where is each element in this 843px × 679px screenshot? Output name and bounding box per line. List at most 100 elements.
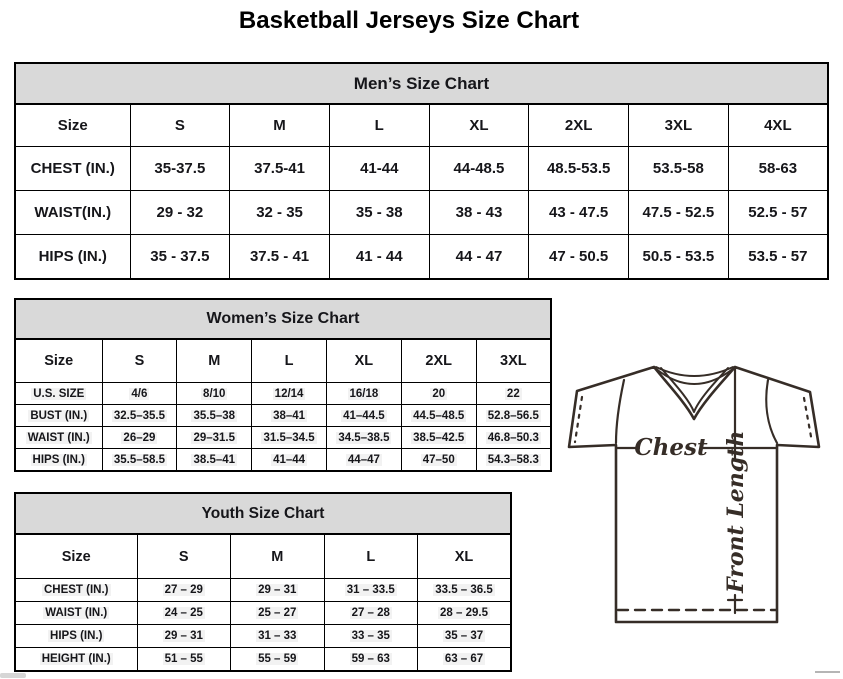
size-cell: 48.5-53.5 [528,146,630,191]
size-cell: 53.5 - 57 [727,234,829,280]
jersey-diagram-svg: Chest Front Length [567,365,821,624]
size-cell: 59 – 63 [323,647,418,672]
table-row: WAIST (IN.) 26–29 29–31.5 31.5–34.5 34.5–38.… [14,426,552,449]
cell-text: HIPS (IN.) [30,453,87,466]
size-cell: 37.5-41 [229,146,330,191]
column-header-1: S [129,103,231,147]
table-row: HEIGHT (IN.) 51 – 55 55 – 59 59 – 63 63 – 67 [14,647,512,672]
size-cell: 58-63 [727,146,829,191]
cell-text: 29 – 31 [162,630,205,642]
left-armhole-seam [614,378,626,445]
row-label: WAIST (IN.) [14,601,138,625]
cell-text: 29–31.5 [191,431,238,444]
chest-label: Chest [634,434,708,461]
jersey-measurement-diagram: Chest Front Length [555,355,843,635]
cell-text: CHEST (IN.) [41,584,111,596]
column-header-0: Size [14,338,103,383]
cell-text: 59 – 63 [349,653,392,665]
column-header-3: L [328,103,430,147]
table-title-row: Youth Size Chart [14,492,512,535]
right-armhole-seam [765,378,779,445]
cell-text: 44.5–48.5 [411,409,467,422]
row-label: HIPS (IN.) [14,234,131,280]
cell-text: 27 – 29 [162,584,205,596]
row-label: CHEST (IN.) [14,146,131,191]
cell-text: 51 – 55 [162,653,205,665]
left-cuff-stitch-line [573,395,584,444]
front-length-label: Front Length [723,431,749,594]
size-cell: 35 – 37 [417,624,512,648]
size-cell: 27 – 29 [136,578,231,602]
column-header-0: Size [14,103,131,147]
cell-text: 31 – 33.5 [344,584,397,596]
cell-text: HIPS (IN.) [48,630,105,642]
size-cell: 32 - 35 [229,190,330,235]
column-header-6: 3XL [628,103,729,147]
size-cell: 20 [400,382,477,405]
size-cell: 28 – 29.5 [417,601,512,625]
row-label: HIPS (IN.) [14,448,103,472]
cell-text: 25 – 27 [256,607,299,619]
column-header-3: L [323,533,418,579]
size-cell: 35 - 38 [328,190,430,235]
size-cell: 47.5 - 52.5 [628,190,729,235]
cell-text: 54.3–58.3 [485,453,541,466]
row-label: HIPS (IN.) [14,624,138,648]
table-row: CHEST (IN.) 27 – 29 29 – 31 31 – 33.5 33.5 –… [14,578,512,602]
bottom-left-scrollbar-fragment [0,673,26,678]
size-cell: 4/6 [101,382,178,405]
mens-size-table: Men’s Size Chart Size S M L XL 2XL 3XL 4XL CHEST … [14,62,829,280]
cell-text: 52.8–56.5 [485,409,541,422]
size-header-row: Size S M L XL [14,533,512,579]
size-cell: 38.5–41 [176,448,253,472]
size-cell: 25 – 27 [230,601,325,625]
cell-text: U.S. SIZE [31,387,87,400]
size-cell: 41 - 44 [328,234,430,280]
cell-text: 44–47 [345,453,382,466]
cell-text: 63 – 67 [442,653,486,665]
collar-back-arc-2 [654,367,735,385]
size-cell: 50.5 - 53.5 [628,234,729,280]
table-row: HIPS (IN.) 35.5–58.5 38.5–41 41–44 44–47 47–5… [14,448,552,472]
table-row: CHEST (IN.) 35-37.5 37.5-41 41-44 44-48.5 48.… [14,146,829,191]
table-row: HIPS (IN.) 35 - 37.5 37.5 - 41 41 - 44 44 - … [14,234,829,280]
size-cell: 41-44 [328,146,430,191]
size-cell: 37.5 - 41 [229,234,330,280]
size-cell: 44.5–48.5 [400,404,477,427]
row-label: BUST (IN.) [14,404,103,427]
cell-text: 38.5–41 [191,453,238,466]
bottom-right-line-fragment [815,671,840,673]
column-header-1: S [136,533,231,579]
size-cell: 47 - 50.5 [528,234,630,280]
size-cell: 16/18 [325,382,402,405]
cell-text: 31.5–34.5 [261,431,317,444]
size-cell: 31 – 33 [230,624,325,648]
size-header-row: Size S M L XL 2XL 3XL [14,338,552,383]
column-header-7: 4XL [727,103,829,147]
cell-text: 55 – 59 [256,653,299,665]
size-cell: 24 – 25 [136,601,231,625]
cell-text: 20 [430,387,448,400]
column-header-3: L [251,338,327,383]
size-cell: 44 - 47 [428,234,530,280]
column-header-4: XL [428,103,530,147]
column-header-4: XL [325,338,402,383]
cell-text: 41–44.5 [341,409,387,422]
table-row: WAIST (IN.) 24 – 25 25 – 27 27 – 28 28 – 29.… [14,601,512,625]
cell-text: 33.5 – 36.5 [433,584,495,596]
size-cell: 46.8–50.3 [475,426,552,449]
table-row: HIPS (IN.) 29 – 31 31 – 33 33 – 35 35 – 37 [14,624,512,648]
cell-text: WAIST (IN.) [25,431,92,444]
cell-text: 35 – 37 [442,630,486,642]
size-cell: 35-37.5 [129,146,231,191]
size-cell: 22 [475,382,552,405]
jersey-outline [567,365,821,624]
youth-size-table: Youth Size Chart Size S M L XL CHEST (IN.) 27 –… [14,492,512,672]
size-cell: 52.5 - 57 [727,190,829,235]
size-cell: 31 – 33.5 [323,578,418,602]
size-cell: 47–50 [400,448,477,472]
cell-text: 22 [504,387,522,400]
size-cell: 33 – 35 [323,624,418,648]
size-cell: 29 - 32 [129,190,231,235]
row-label: WAIST(IN.) [14,190,131,235]
